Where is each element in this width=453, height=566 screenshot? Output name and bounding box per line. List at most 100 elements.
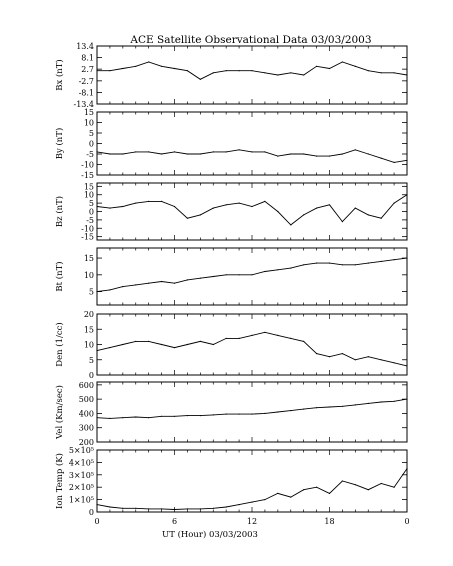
data-point — [96, 205, 98, 208]
y-tick-label: 2.7 — [81, 65, 94, 74]
data-point — [290, 337, 292, 339]
data-point — [303, 214, 305, 216]
y-tick-label: 15 — [84, 325, 94, 334]
y-tick-label: 500 — [79, 395, 94, 404]
data-point — [238, 274, 240, 276]
y-tick-label: 5 — [89, 356, 94, 365]
series-line — [96, 468, 408, 510]
data-point — [109, 207, 111, 209]
data-point — [225, 70, 227, 72]
data-point — [199, 214, 201, 216]
data-point — [393, 202, 395, 204]
data-point — [199, 153, 201, 155]
data-point — [251, 274, 253, 276]
y-tick-label: 0 — [89, 140, 94, 149]
data-point — [341, 61, 343, 63]
data-point — [393, 72, 395, 74]
data-point — [199, 78, 201, 80]
panels: 13.48.12.7-2.7-8.1-13.4Bx (nT)151050-5-1… — [54, 42, 408, 517]
x-axis: 0 6 12 18 0 — [94, 517, 409, 526]
y-axis-label: Den (1/cc) — [54, 322, 65, 366]
data-point — [316, 262, 318, 264]
data-point — [225, 337, 227, 339]
data-point — [212, 343, 214, 346]
panel-frame — [96, 182, 408, 241]
data-point — [212, 507, 214, 509]
data-point — [251, 70, 253, 72]
panel-6: 600 500 400 300 200 Vel (Km/sec) — [54, 381, 408, 447]
data-point — [212, 275, 214, 278]
data-point — [251, 205, 253, 208]
y-tick-label: 10 — [84, 191, 94, 200]
data-point — [393, 486, 395, 488]
data-point — [122, 205, 124, 208]
data-point — [367, 214, 369, 216]
data-point — [212, 151, 214, 153]
y-tick-label: 10 — [84, 119, 94, 128]
data-point — [290, 267, 292, 269]
data-point — [393, 400, 395, 402]
data-point — [328, 155, 331, 157]
data-point — [251, 151, 253, 153]
data-point — [303, 264, 305, 266]
panel-7: 5×10⁵ 4×10⁵ 3×10⁵ 2×10⁵ 1×10⁵ 0 Ion Temp (K) — [54, 446, 408, 517]
data-point — [199, 340, 201, 342]
data-point — [341, 353, 343, 355]
data-point — [380, 401, 382, 403]
data-point — [406, 159, 408, 161]
data-point — [354, 404, 356, 406]
panel-frame — [96, 381, 408, 443]
data-point — [393, 259, 395, 261]
data-point — [316, 486, 318, 488]
data-point — [251, 413, 253, 415]
data-point — [380, 72, 382, 74]
data-point — [277, 269, 279, 271]
data-point — [354, 149, 356, 151]
data-point — [328, 204, 331, 206]
data-point — [148, 61, 150, 63]
data-point — [341, 405, 343, 407]
panel-frame — [96, 313, 408, 376]
data-point — [186, 343, 188, 346]
series-line — [96, 331, 408, 367]
y-tick-label: -5 — [86, 150, 94, 159]
data-point — [380, 260, 382, 262]
data-point — [148, 282, 150, 284]
series-line — [96, 194, 408, 226]
y-axis-label: Bz (nT) — [54, 196, 65, 227]
data-point — [238, 413, 240, 415]
data-point — [238, 504, 240, 506]
y-tick-label: 5 — [89, 288, 94, 297]
data-point — [393, 161, 395, 163]
data-point — [173, 347, 176, 349]
data-point — [161, 508, 163, 510]
data-point — [96, 417, 98, 419]
data-point — [96, 70, 98, 72]
data-point — [186, 508, 188, 510]
data-point — [173, 415, 176, 417]
data-point — [367, 153, 369, 155]
y-tick-label: 300 — [79, 424, 94, 433]
panel-frame — [96, 449, 408, 513]
y-tick-label: 200 — [79, 438, 94, 447]
data-point — [96, 151, 98, 153]
data-point — [238, 149, 240, 151]
data-point — [109, 347, 111, 349]
data-point — [199, 415, 201, 417]
y-tick-label: 0 — [89, 208, 94, 217]
x-axis-label: UT (Hour) 03/03/2003 — [162, 529, 258, 540]
y-tick-label: -2.7 — [79, 77, 94, 86]
data-point — [290, 496, 292, 498]
data-point — [225, 274, 227, 276]
data-point — [199, 277, 201, 279]
data-point — [341, 221, 343, 223]
data-point — [264, 331, 266, 333]
x-tick-label: 12 — [247, 517, 257, 526]
y-tick-label: 0 — [89, 371, 94, 380]
y-tick-label: -13.4 — [73, 100, 94, 109]
y-axis-label: By (nT) — [54, 128, 65, 160]
y-tick-label: 13.4 — [76, 42, 94, 51]
data-point — [109, 70, 111, 72]
y-tick-label: 8.1 — [81, 53, 94, 62]
